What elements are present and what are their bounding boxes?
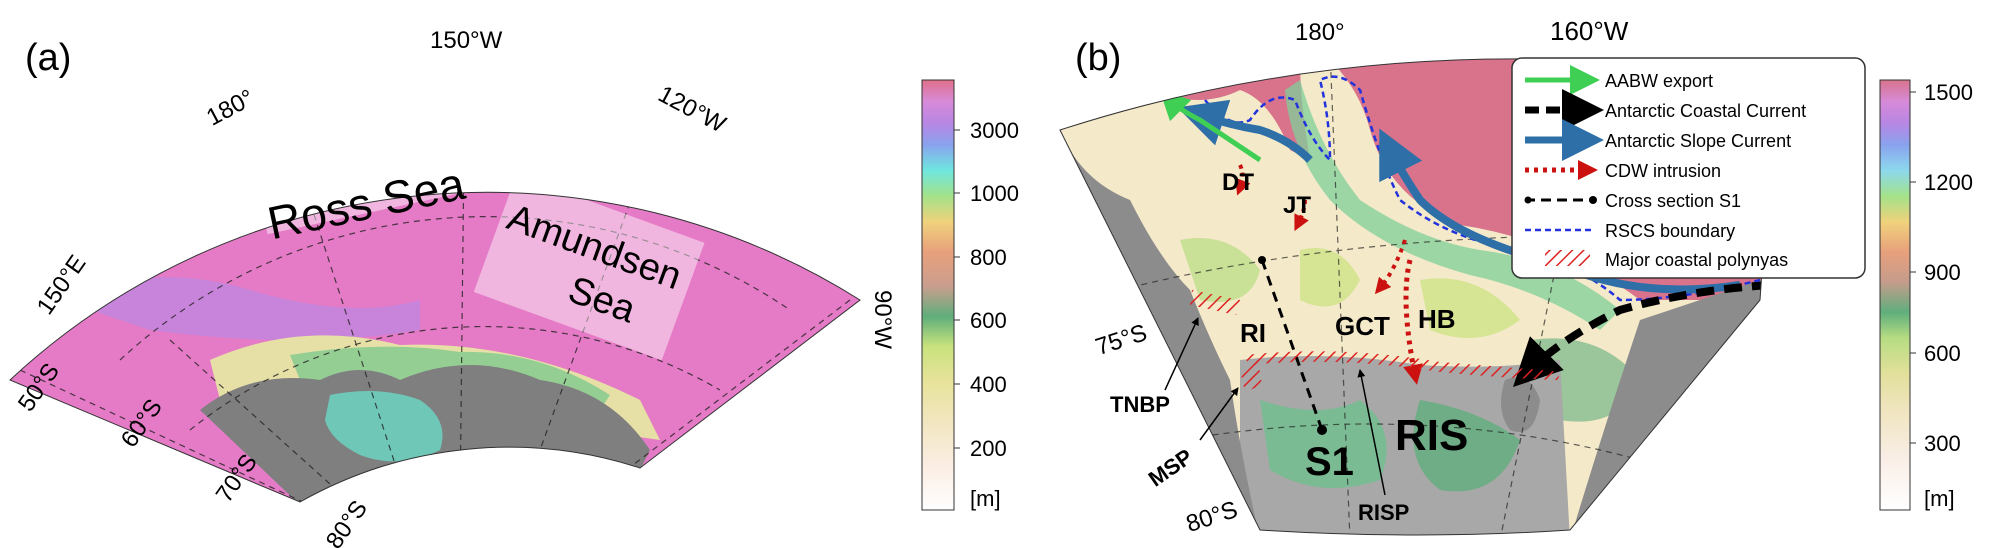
lon-160w-b-label: 160°W (1550, 16, 1629, 46)
risp-label: RISP (1358, 500, 1409, 525)
lon-90w-label: 90°W (869, 290, 896, 349)
legend-label-rscs-boundary: RSCS boundary (1605, 221, 1735, 241)
amundsen-sea-label-box (473, 192, 705, 361)
panel-a: (a) Ross Sea Amundsen Sea 150°E 180° 150… (9, 27, 1019, 548)
cdw-intrusion-arrow-4 (1294, 199, 1309, 232)
colorbar-a-tick-400: 400 (970, 372, 1007, 397)
gct-label: GCT (1335, 311, 1390, 341)
panel-b-colorbar: 1500 1200 900 600 300 [m] (1879, 79, 1973, 511)
lon-180-label: 180° (202, 84, 259, 131)
jt-label: JT (1283, 192, 1311, 219)
polynya-msp (1240, 360, 1262, 392)
legend-item-polynyas: Major coastal polynyas (1545, 250, 1788, 270)
legend-item-slope-current: Antarctic Slope Current (1525, 119, 1791, 161)
panel-a-island (145, 139, 185, 186)
panel-a-ice-shelf (325, 391, 443, 462)
lon-150e-label: 150°E (32, 250, 92, 319)
legend-item-rscs-boundary: RSCS boundary (1525, 221, 1735, 241)
legend-label-slope-current: Antarctic Slope Current (1605, 131, 1791, 151)
panel-a-ridge-2 (60, 277, 420, 340)
cdw-intrusion-arrow-2 (1374, 239, 1407, 295)
legend-label-coastal-current: Antarctic Coastal Current (1605, 101, 1806, 121)
ris-ice-shelf (1240, 356, 1570, 536)
lat-75s-b-label: 75°S (1092, 319, 1150, 361)
legend-item-coastal-current: Antarctic Coastal Current (1525, 89, 1806, 131)
colorbar-b-tick-900: 900 (1924, 260, 1961, 285)
s1-label: S1 (1305, 440, 1354, 484)
slope-current-arrow-2 (1177, 99, 1313, 163)
colorbar-a-tick-3000: 3000 (970, 118, 1019, 143)
rscs-boundary (1204, 75, 1761, 302)
colorbar-b-tick-600: 600 (1924, 341, 1961, 366)
legend-item-cdw-intrusion: CDW intrusion (1525, 160, 1721, 181)
roosevelt-island (1501, 377, 1540, 432)
panel-b-label: (b) (1075, 37, 1121, 79)
cross-section-s1 (1260, 259, 1324, 431)
lat-80s-label: 80°S (321, 496, 373, 548)
ri-label: RI (1240, 318, 1266, 348)
panel-b: (b) 180° 160°W 75°S 80°S DT JT RI GCT HB… (1059, 16, 1973, 538)
dt-label: DT (1222, 169, 1254, 196)
ris-label: RIS (1395, 411, 1468, 460)
legend-item-aabw: AABW export (1525, 65, 1713, 95)
lat-80s-b-label: 80°S (1183, 496, 1241, 538)
slope-current-arrow (1379, 128, 1741, 294)
colorbar-b-tick-300: 300 (1924, 431, 1961, 456)
panel-a-label: (a) (25, 37, 71, 79)
colorbar-b-tick-1500: 1500 (1924, 80, 1973, 105)
colorbar-a-tick-1000: 1000 (970, 181, 1019, 206)
legend-item-cross-section: Cross section S1 (1524, 191, 1741, 211)
aabw-export-arrow (1159, 89, 1262, 163)
msp-pointer (1199, 387, 1239, 441)
panel-b-legend: AABW export Antarctic Coastal Current An… (1511, 57, 1866, 279)
lon-150w-label: 150°W (430, 27, 503, 54)
colorbar-a-unit: [m] (970, 486, 1001, 511)
lon-120w-label: 120°W (654, 81, 731, 139)
legend-label-aabw: AABW export (1605, 71, 1713, 91)
cdw-intrusion-arrow-3 (1235, 164, 1251, 196)
polynya-tnbp (1190, 290, 1240, 315)
legend-label-cross-section: Cross section S1 (1605, 191, 1741, 211)
colorbar-a-tick-200: 200 (970, 436, 1007, 461)
msp-label: MSP (1144, 444, 1197, 492)
legend-label-cdw-intrusion: CDW intrusion (1605, 161, 1721, 181)
tnbp-pointer (1164, 317, 1199, 391)
tnbp-label: TNBP (1110, 392, 1170, 417)
lon-180-b-label: 180° (1295, 19, 1345, 46)
coastal-current-arrow (1513, 281, 1771, 387)
hb-label: HB (1418, 304, 1456, 334)
colorbar-b-unit: [m] (1924, 486, 1955, 511)
legend-label-polynyas: Major coastal polynyas (1605, 250, 1788, 270)
polynya-ross-ice-shelf (1245, 351, 1560, 380)
colorbar-b-tick-1200: 1200 (1924, 170, 1973, 195)
panel-a-colorbar: 3000 1000 800 600 400 200 [m] (921, 79, 1019, 511)
colorbar-a-tick-800: 800 (970, 245, 1007, 270)
risp-pointer (1357, 369, 1386, 496)
colorbar-a-tick-600: 600 (970, 308, 1007, 333)
